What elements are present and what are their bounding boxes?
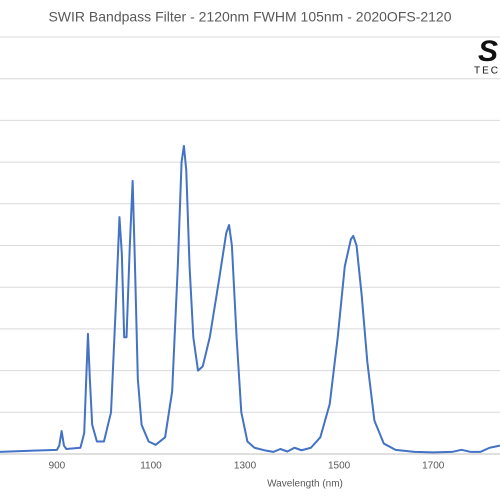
x-tick-label: 900 [49,461,66,472]
data-line [0,144,500,454]
logo-sub: TEC [474,66,500,77]
x-tick-label: 1500 [328,461,351,472]
x-tick-label: 1300 [234,461,257,472]
x-tick-label: 1700 [422,461,445,472]
x-axis-label: Wavelength (nm) [267,479,343,490]
logo-mark: S [478,35,498,68]
chart-title: SWIR Bandpass Filter - 2120nm FWHM 105nm… [48,9,451,25]
x-tick-label: 1100 [140,461,162,472]
